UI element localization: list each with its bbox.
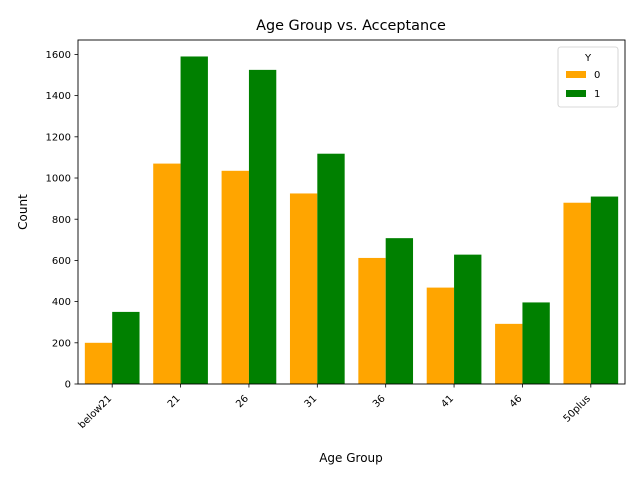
bar-50plus-series-1 bbox=[590, 196, 619, 384]
y-tick-label: 800 bbox=[52, 215, 71, 226]
x-tick-label: below21 bbox=[77, 393, 115, 431]
bar-31-series-0 bbox=[289, 193, 318, 384]
y-tick-label: 600 bbox=[52, 256, 71, 267]
x-tick-label: 46 bbox=[508, 393, 525, 410]
bar-36-series-0 bbox=[358, 257, 386, 384]
x-tick-label: 41 bbox=[439, 393, 456, 410]
y-axis: 0 200 400 600 800 1000 1200 1400 1600 bbox=[46, 50, 78, 391]
bar-41-series-1 bbox=[454, 254, 482, 384]
bar-31-series-1 bbox=[317, 153, 345, 384]
bar-36-series-1 bbox=[385, 238, 414, 384]
x-tick-label: 21 bbox=[166, 393, 183, 410]
bar-21-series-0 bbox=[153, 163, 181, 384]
legend-title: Y bbox=[584, 53, 592, 64]
legend-swatch-1 bbox=[566, 90, 586, 97]
x-axis: below21 21 26 31 36 41 46 50plus bbox=[77, 384, 593, 431]
y-axis-label: Count bbox=[16, 194, 30, 230]
y-tick-label: 200 bbox=[52, 338, 71, 349]
y-tick-label: 400 bbox=[52, 297, 71, 308]
x-tick-label: 31 bbox=[303, 393, 320, 410]
bar-46-series-1 bbox=[522, 302, 550, 384]
y-tick-label: 1600 bbox=[46, 50, 71, 61]
bars bbox=[84, 56, 619, 385]
legend-label-1: 1 bbox=[594, 89, 600, 100]
x-axis-label: Age Group bbox=[319, 451, 383, 465]
x-tick-label: 36 bbox=[371, 393, 388, 410]
y-tick-label: 1200 bbox=[46, 132, 71, 143]
y-tick-label: 1000 bbox=[46, 174, 71, 185]
bar-46-series-0 bbox=[495, 323, 523, 384]
bar-below21-series-1 bbox=[112, 311, 140, 384]
x-tick-label: 50plus bbox=[562, 393, 593, 424]
legend-swatch-0 bbox=[566, 71, 586, 78]
bar-21-series-1 bbox=[180, 56, 208, 385]
legend: Y0 1 bbox=[557, 46, 619, 108]
x-tick-label: 26 bbox=[234, 393, 251, 410]
legend-label-0: 0 bbox=[594, 70, 600, 81]
bar-26-series-1 bbox=[248, 69, 277, 385]
chart-title: Age Group vs. Acceptance bbox=[256, 18, 446, 34]
y-tick-label: 1400 bbox=[46, 91, 71, 102]
plot-frame bbox=[77, 39, 626, 385]
y-tick-label: 0 bbox=[65, 380, 71, 391]
bar-50plus-series-0 bbox=[563, 202, 591, 384]
bar-41-series-0 bbox=[426, 287, 455, 384]
bar-below21-series-0 bbox=[84, 342, 113, 384]
bar-26-series-0 bbox=[221, 170, 249, 384]
